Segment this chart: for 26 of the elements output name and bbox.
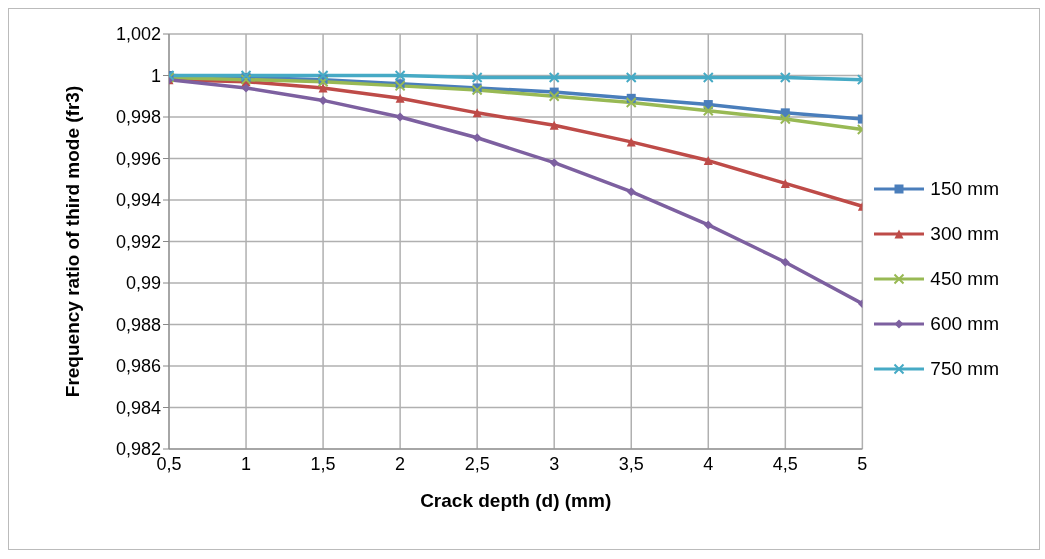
y-tick-label: 0,988 bbox=[115, 314, 161, 335]
x-tick-label: 4 bbox=[703, 453, 714, 474]
x-tick-label: 2 bbox=[395, 453, 406, 474]
legend-label: 150 mm bbox=[930, 178, 999, 200]
y-tick-label: 0,998 bbox=[115, 107, 161, 128]
y-tick-label: 0,992 bbox=[115, 231, 161, 252]
y-axis-title: Frequency ratio of third mode (fr3) bbox=[62, 85, 83, 398]
legend-label: 300 mm bbox=[930, 223, 999, 245]
legend-label: 450 mm bbox=[930, 268, 999, 290]
x-tick-label: 3,5 bbox=[618, 453, 644, 474]
x-tick-label: 1 bbox=[241, 453, 252, 474]
x-axis-title: Crack depth (d) (mm) bbox=[420, 490, 612, 511]
y-tick-label: 0,99 bbox=[125, 273, 161, 294]
y-tick-label: 0,994 bbox=[115, 190, 161, 211]
legend-label: 600 mm bbox=[930, 313, 999, 335]
y-tick-label: 0,984 bbox=[115, 397, 161, 418]
y-tick-label: 1,002 bbox=[115, 24, 161, 45]
x-tick-label: 2,5 bbox=[464, 453, 490, 474]
y-tick-label: 1 bbox=[150, 65, 161, 86]
x-tick-label: 3 bbox=[549, 453, 560, 474]
y-tick-label: 0,996 bbox=[115, 148, 161, 169]
y-tick-label: 0,986 bbox=[115, 356, 161, 377]
x-tick-label: 1,5 bbox=[310, 453, 336, 474]
x-tick-label: 5 bbox=[857, 453, 868, 474]
x-tick-label: 4,5 bbox=[772, 453, 798, 474]
legend-label: 750 mm bbox=[930, 358, 999, 380]
